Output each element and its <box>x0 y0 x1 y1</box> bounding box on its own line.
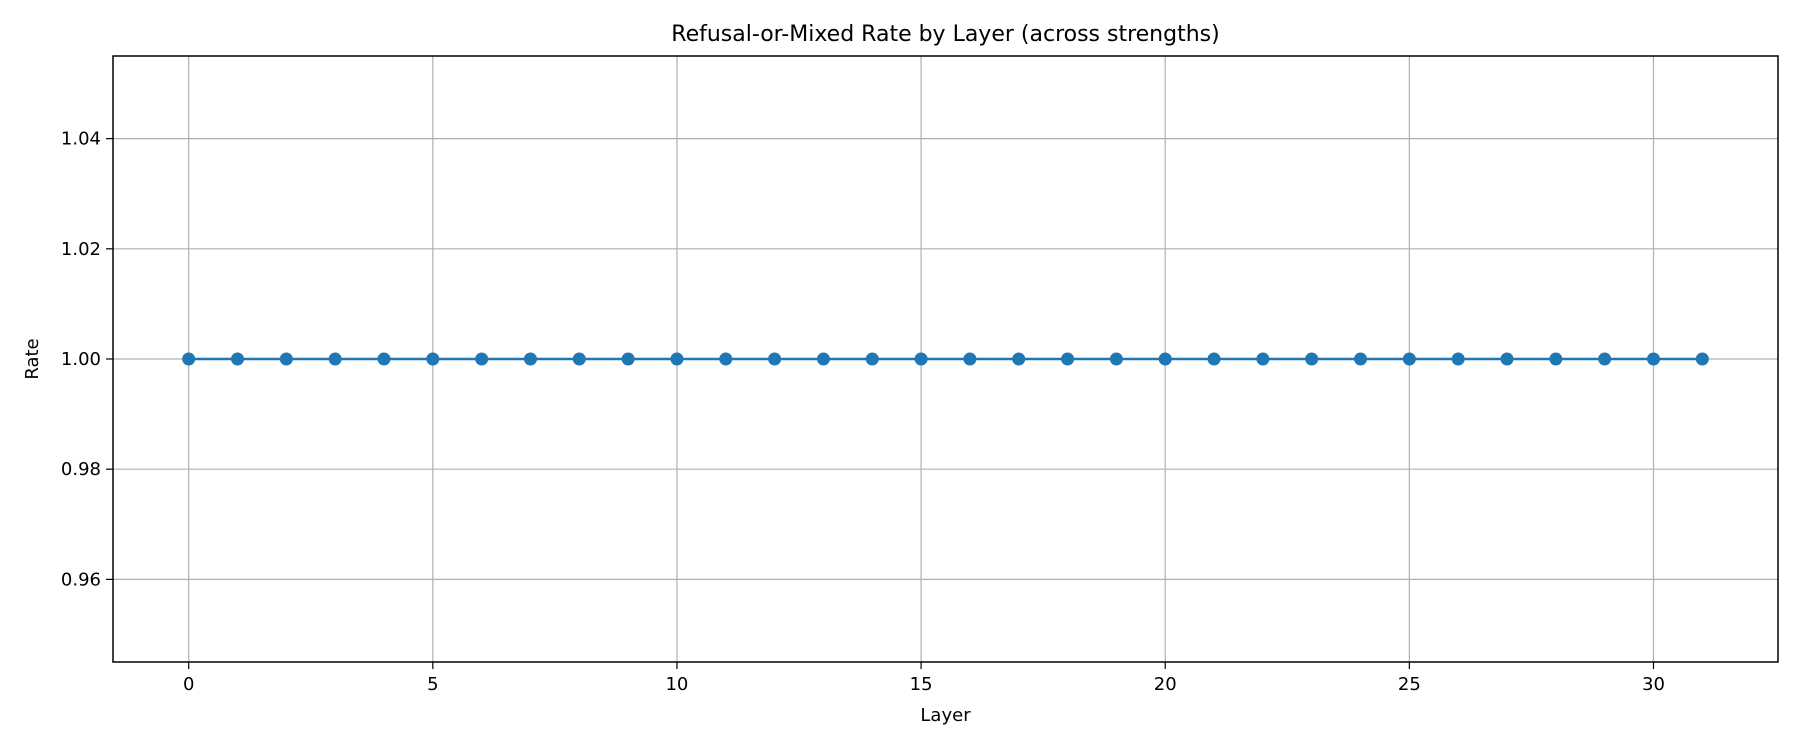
data-point <box>328 352 342 366</box>
data-point <box>279 352 293 366</box>
data-point <box>1500 352 1514 366</box>
data-point <box>572 352 586 366</box>
data-point <box>816 352 830 366</box>
data-point <box>231 352 245 366</box>
x-tick-label: 20 <box>1154 674 1177 695</box>
data-point <box>1305 352 1319 366</box>
y-tick-label: 1.00 <box>61 349 101 370</box>
x-axis-label: Layer <box>920 705 971 726</box>
data-point <box>1354 352 1368 366</box>
data-point <box>377 352 391 366</box>
data-point <box>1549 352 1563 366</box>
y-tick-label: 0.96 <box>61 569 101 590</box>
data-point <box>768 352 782 366</box>
x-tick-label: 5 <box>427 674 438 695</box>
data-point <box>1109 352 1123 366</box>
x-tick-label: 10 <box>665 674 688 695</box>
x-tick-label: 25 <box>1398 674 1421 695</box>
data-point <box>1256 352 1270 366</box>
data-point <box>670 352 684 366</box>
data-point <box>426 352 440 366</box>
data-point <box>1402 352 1416 366</box>
data-point <box>963 352 977 366</box>
data-point <box>914 352 928 366</box>
x-tick-label: 0 <box>183 674 194 695</box>
x-tick-label: 15 <box>910 674 933 695</box>
y-tick-label: 0.98 <box>61 459 101 480</box>
data-point <box>1061 352 1075 366</box>
data-point <box>1598 352 1612 366</box>
data-point <box>1695 352 1709 366</box>
data-point <box>719 352 733 366</box>
data-point <box>865 352 879 366</box>
series-layer <box>182 352 1709 366</box>
data-point <box>621 352 635 366</box>
chart-title: Refusal-or-Mixed Rate by Layer (across s… <box>671 22 1219 47</box>
data-point <box>1207 352 1221 366</box>
y-axis-label: Rate <box>22 338 43 379</box>
x-tick-label: 30 <box>1642 674 1665 695</box>
y-tick-label: 1.02 <box>61 239 101 260</box>
y-tick-label: 1.04 <box>61 129 101 150</box>
data-point <box>1646 352 1660 366</box>
data-point <box>182 352 196 366</box>
data-point <box>1012 352 1026 366</box>
data-point <box>1158 352 1172 366</box>
axis-ticks: 0 5 10 15 20 25 30 0.96 0.98 1.00 1.02 1.04 <box>61 129 1665 695</box>
data-point <box>475 352 489 366</box>
data-point <box>1451 352 1465 366</box>
data-point <box>523 352 537 366</box>
